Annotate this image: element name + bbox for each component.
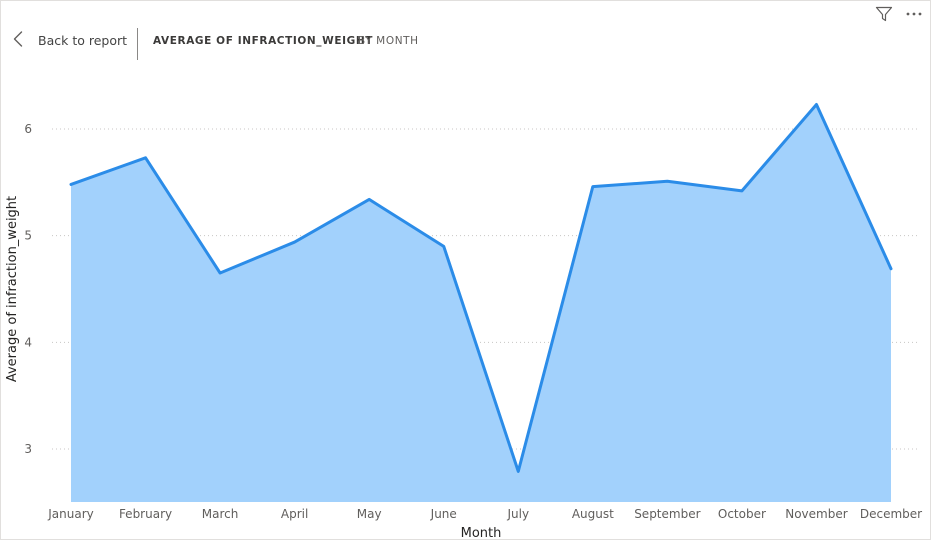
filter-icon[interactable]	[875, 6, 893, 22]
x-tick-label: August	[572, 507, 614, 521]
x-tick-label: March	[202, 507, 239, 521]
visual-header: Back to report AVERAGE OF INFRACTION_WEI…	[0, 24, 931, 60]
y-axis-title: Average of infraction_weight	[5, 196, 20, 382]
x-tick-label: May	[357, 507, 382, 521]
y-tick-label: 3	[24, 442, 32, 456]
header-divider	[137, 28, 138, 60]
x-axis-title: Month	[461, 526, 502, 540]
series-line	[69, 102, 893, 473]
x-tick-label: July	[506, 507, 529, 521]
y-tick-label: 4	[24, 335, 32, 349]
y-tick-label: 6	[24, 122, 32, 136]
chevron-left-icon	[12, 30, 24, 51]
back-to-report-button[interactable]: Back to report	[12, 30, 127, 51]
chart-title: AVERAGE OF INFRACTION_WEIGHT	[153, 35, 373, 47]
back-to-report-label: Back to report	[38, 33, 128, 48]
x-tick-label: October	[718, 507, 766, 521]
chart-subtitle: BY MONTH	[358, 35, 419, 47]
more-options-icon[interactable]	[905, 11, 923, 17]
x-tick-label: February	[119, 507, 172, 521]
x-tick-label: June	[430, 507, 457, 521]
x-tick-label: April	[281, 507, 308, 521]
x-tick-label: September	[634, 507, 700, 521]
area-fill	[71, 104, 891, 502]
x-tick-label: November	[785, 507, 847, 521]
y-tick-label: 5	[24, 229, 32, 243]
x-tick-label: January	[47, 507, 94, 521]
x-tick-label: December	[860, 507, 922, 521]
visual-toolbar	[875, 6, 923, 22]
